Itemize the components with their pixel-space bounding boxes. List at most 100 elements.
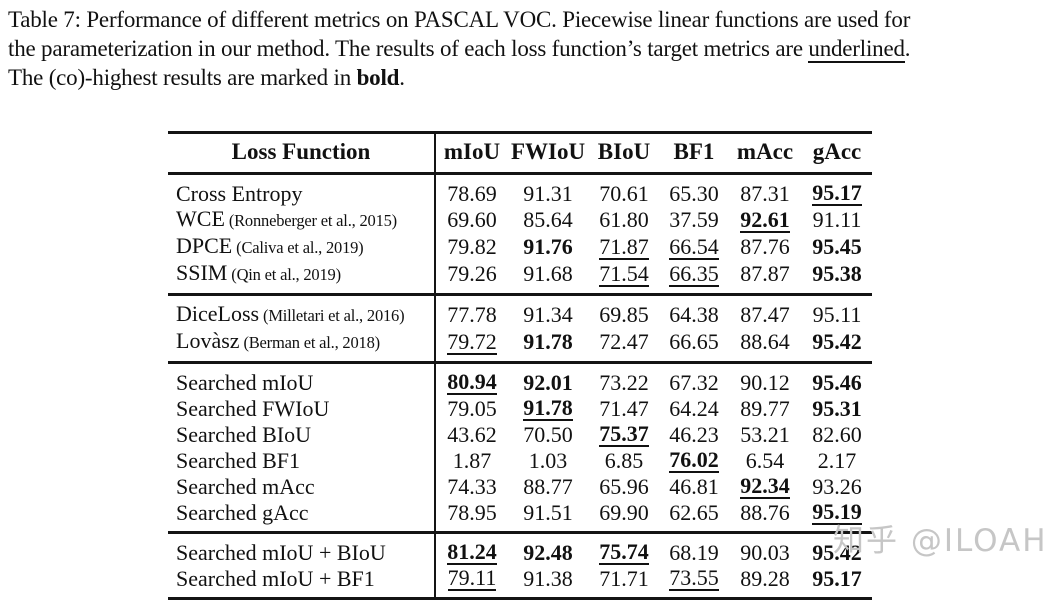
metric-cell: 93.26 [802,473,872,499]
loss-function-cell: WCE (Ronneberger et al., 2015) [168,206,435,233]
metric-value: 91.78 [523,329,573,354]
metric-cell: 61.80 [588,206,660,233]
metric-cell: 90.03 [728,533,802,566]
metric-value: 43.62 [447,421,497,447]
loss-function-label: Searched mAcc [176,473,315,499]
metric-cell: 64.24 [660,395,728,421]
metric-value: 93.26 [812,473,862,499]
loss-function-cell: DiceLoss (Milletari et al., 2016) [168,295,435,329]
metric-cell: 81.24 [434,532,508,565]
metric-cell: 46.81 [660,473,728,499]
metric-cell: 91.68 [508,260,588,295]
metric-cell: 78.95 [434,499,508,533]
metric-value: 91.78 [523,395,573,421]
metric-value: 88.64 [740,329,790,354]
metric-cell: 71.47 [588,395,660,421]
loss-function-label: Searched mIoU + BF1 [176,565,375,591]
metric-value: 91.34 [523,302,573,327]
citation-label: (Caliva et al., 2019) [232,238,364,257]
metric-cell: 92.01 [508,363,588,396]
table-row: DiceLoss (Milletari et al., 2016) 77.78 91… [168,294,872,329]
metric-value: 81.24 [447,539,497,565]
metric-value: 69.90 [599,499,649,525]
metric-value: 87.47 [740,302,790,327]
col-header-biou: BIoU [597,139,651,164]
metric-value: 89.28 [740,565,790,591]
metric-cell: 87.76 [728,233,802,260]
loss-function-label: Searched gAcc [176,499,309,525]
metric-value: 64.24 [669,395,719,421]
metric-cell: 62.65 [660,499,728,533]
table-row: Searched mIoU + BIoU 81.24 92.48 75.74 68.19… [168,532,872,566]
metric-value: 66.35 [669,260,719,287]
loss-function-cell: Searched mIoU + BF1 [168,565,435,599]
metric-value: 92.48 [523,539,573,565]
loss-function-label: Searched FWIoU [176,395,330,421]
metric-value: 71.47 [599,395,649,421]
col-header-gacc: gAcc [812,139,862,164]
metric-value: 67.32 [669,369,719,395]
loss-function-label: Searched BIoU [176,421,312,447]
metric-cell: 65.96 [588,473,660,499]
citation-label: (Milletari et al., 2016) [259,306,405,325]
metric-value: 80.94 [447,369,497,395]
loss-function-cell: Searched BF1 [168,447,435,473]
table-row: Searched gAcc 78.95 91.51 69.90 62.65 88.76 95… [168,499,872,533]
metric-value: 69.60 [447,207,497,232]
metric-value: 87.31 [740,180,790,206]
caption-text: the parameterization in our method. The … [8,36,809,61]
metric-cell: 75.74 [588,533,660,565]
metric-cell: 71.87 [588,233,660,260]
metric-cell: 95.42 [802,328,872,363]
metric-value: 66.65 [669,329,719,354]
metric-value: 71.54 [599,260,649,287]
metric-value: 2.17 [817,447,857,473]
metric-value: 74.33 [447,473,497,499]
metric-cell: 43.62 [434,421,508,447]
metric-value: 73.22 [599,369,649,395]
metric-value: 78.69 [447,180,497,206]
loss-function-cell: Searched mAcc [168,473,435,499]
col-header-miou: mIoU [434,132,508,174]
caption-text: The (co)-highest results are marked in [8,65,357,90]
metric-cell: 2.17 [802,447,872,473]
metric-cell: 91.51 [508,499,588,533]
results-table: Loss Function mIoU FWIoU BIoU BF1 mAcc g… [168,131,872,600]
metric-value: 69.85 [599,302,649,327]
metric-value: 71.87 [599,233,649,260]
metric-cell: 90.12 [728,363,802,396]
metric-value: 66.54 [669,233,719,260]
metric-value: 61.80 [599,207,649,232]
metric-cell: 73.55 [660,565,728,599]
metric-value: 79.05 [447,395,497,421]
metric-cell: 78.69 [434,173,508,206]
caption-text: . [399,65,405,90]
metric-value: 92.01 [523,369,573,395]
table-row: WCE (Ronneberger et al., 2015) 69.60 85.64… [168,206,872,233]
metric-cell: 71.71 [588,565,660,599]
metric-cell: 66.54 [660,233,728,260]
table-row: Searched mIoU 80.94 92.01 73.22 67.32 90.12 95… [168,362,872,396]
metric-value: 92.61 [740,206,790,233]
metric-cell: 89.28 [728,565,802,599]
caption-text: . [904,36,911,61]
metric-cell: 87.87 [728,260,802,295]
metric-cell: 85.64 [508,206,588,233]
loss-function-label: WCE [176,206,225,231]
metric-value: 95.11 [812,302,862,327]
loss-function-cell: Cross Entropy [168,174,435,207]
metric-value: 1.03 [528,447,568,473]
metric-cell: 87.47 [728,295,802,329]
metric-cell: 68.19 [660,533,728,566]
metric-value: 46.23 [669,421,719,447]
metric-cell: 70.61 [588,174,660,207]
caption-line-2: the parameterization in our method. The … [8,34,1042,63]
metric-value: 75.74 [599,539,649,565]
metric-cell: 67.32 [660,363,728,396]
loss-function-cell: Searched BIoU [168,421,435,447]
caption-bold-word: bold [356,65,400,90]
metric-cell: 95.31 [802,395,872,421]
metric-cell: 71.54 [588,260,660,295]
metric-value: 1.87 [452,447,492,473]
metric-value: 95.31 [812,395,862,421]
